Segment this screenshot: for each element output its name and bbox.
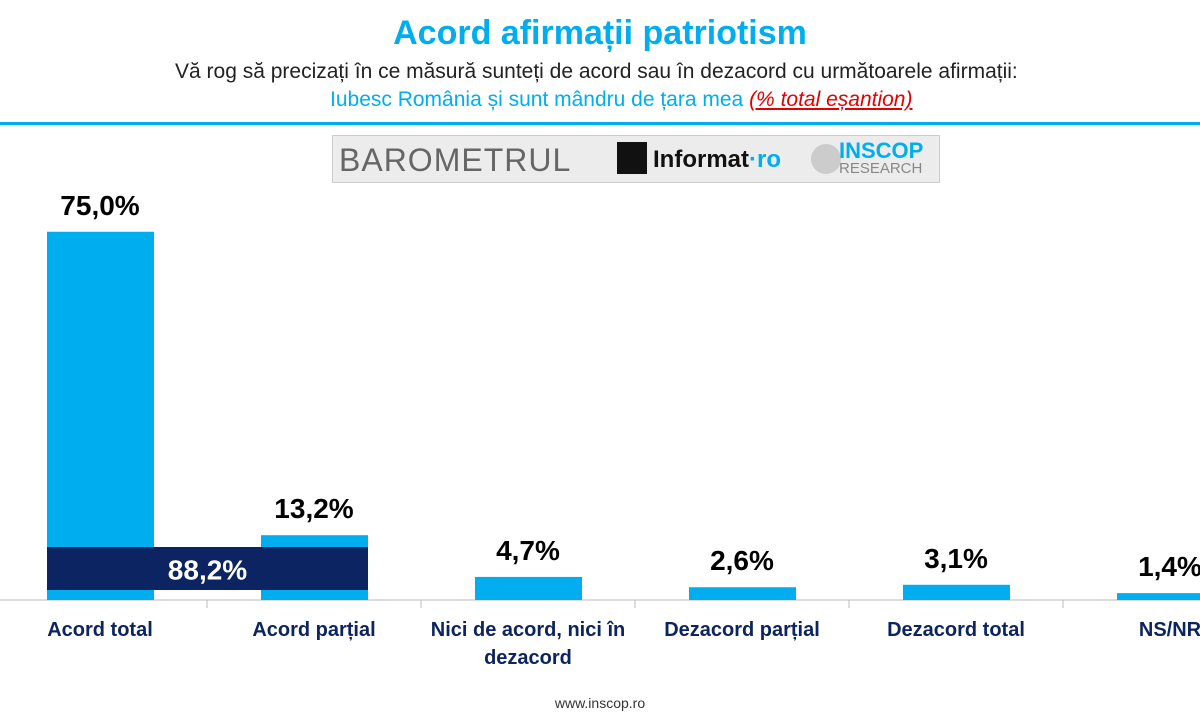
x-tick-label: NS/NR xyxy=(1138,619,1200,641)
question: Vă rog să precizați în ce măsură sunteți… xyxy=(175,60,1018,83)
statement: Iubesc România și sunt mândru de țara me… xyxy=(330,88,744,111)
bar xyxy=(1117,593,1200,600)
x-tick-label: Acord total xyxy=(47,619,153,641)
bar xyxy=(903,584,1010,600)
value-label: 2,6% xyxy=(710,545,774,577)
value-label: 13,2% xyxy=(274,493,354,525)
note: (% total eșantion) xyxy=(749,88,913,111)
x-tick-label: Dezacord parțial xyxy=(664,619,820,641)
total-agree-box xyxy=(47,547,368,590)
value-label: 1,4% xyxy=(1138,551,1200,583)
informat-icon xyxy=(617,142,647,174)
inscop-sub: RESEARCH xyxy=(839,160,923,177)
statement-line: Iubesc România și sunt mândru de țara me… xyxy=(330,88,912,112)
footer-url: www.inscop.ro xyxy=(554,695,646,711)
value-label: 4,7% xyxy=(496,534,560,566)
informat-domain: ·ro xyxy=(749,146,781,173)
informat-logo: Informat·ro xyxy=(653,146,781,174)
x-tick-label: Acord parțial xyxy=(252,619,376,641)
x-tick-label: Nici de acord, nici în dezacord xyxy=(430,619,626,669)
title: Acord afirmații patriotism xyxy=(393,14,807,52)
header-rule xyxy=(0,122,1200,125)
barometer-logo: BAROMETRUL xyxy=(339,142,572,178)
bar xyxy=(475,576,582,600)
bar xyxy=(689,587,796,600)
informat-name: Informat xyxy=(653,146,749,173)
bar xyxy=(47,231,154,600)
value-label: 3,1% xyxy=(924,542,988,574)
logo-strip: BAROMETRUL Informat·ro INSCOP RESEARCH xyxy=(332,135,940,183)
total-agree-label: 88,2% xyxy=(168,554,247,585)
value-label: 75,0% xyxy=(60,189,140,221)
x-tick-label: Dezacord total xyxy=(887,619,1025,641)
inscop-icon xyxy=(811,144,841,174)
inscop-logo: INSCOP xyxy=(839,138,924,163)
